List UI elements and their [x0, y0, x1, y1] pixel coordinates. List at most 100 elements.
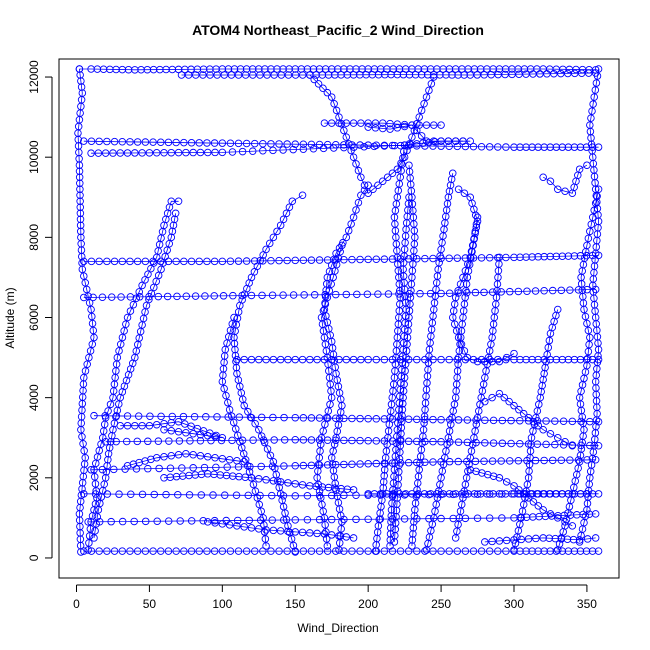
- data-point: [430, 121, 438, 129]
- data-point: [104, 450, 113, 458]
- data-point: [340, 143, 348, 152]
- data-point: [213, 413, 221, 421]
- data-point: [337, 525, 345, 533]
- data-point: [182, 292, 191, 300]
- data-point: [548, 286, 557, 295]
- data-point: [307, 140, 316, 149]
- data-point: [459, 273, 467, 282]
- data-point: [408, 536, 417, 544]
- data-point: [437, 415, 445, 424]
- data-point: [388, 255, 397, 263]
- data-point: [105, 443, 114, 452]
- data-point: [364, 547, 372, 555]
- data-point: [448, 71, 456, 79]
- data-point: [284, 355, 292, 364]
- data-point: [138, 490, 147, 499]
- data-point: [106, 400, 115, 409]
- data-point: [400, 491, 409, 499]
- data-point: [75, 173, 84, 181]
- data-point: [397, 429, 405, 438]
- data-point: [101, 474, 110, 482]
- data-point: [164, 547, 173, 555]
- data-point: [342, 355, 351, 364]
- data-point: [284, 479, 292, 487]
- data-point: [285, 203, 294, 212]
- data-point: [445, 355, 453, 364]
- data-point: [447, 175, 456, 183]
- data-point: [291, 256, 300, 265]
- data-point: [234, 257, 243, 265]
- data-point: [380, 142, 389, 150]
- data-point: [329, 144, 338, 152]
- data-point: [546, 143, 555, 151]
- data-point: [519, 490, 528, 498]
- data-point: [130, 517, 138, 526]
- data-point: [327, 65, 336, 73]
- data-point: [594, 65, 603, 73]
- data-point: [196, 436, 205, 445]
- data-point: [283, 140, 291, 148]
- data-point: [413, 126, 421, 135]
- data-point: [291, 65, 300, 73]
- data-point: [396, 547, 405, 555]
- data-point: [469, 142, 478, 151]
- data-point: [173, 292, 181, 301]
- data-point: [444, 137, 453, 145]
- series-line: [93, 213, 177, 538]
- data-point: [319, 84, 327, 93]
- data-point: [180, 257, 188, 266]
- series-line: [233, 194, 303, 553]
- data-point: [561, 187, 569, 196]
- data-point: [291, 492, 300, 500]
- data-point: [321, 300, 330, 308]
- data-point: [335, 244, 344, 252]
- data-point: [568, 417, 577, 426]
- data-point: [260, 438, 269, 447]
- data-point: [451, 137, 460, 145]
- data-point: [481, 416, 489, 425]
- data-point: [453, 254, 462, 262]
- data-point: [327, 280, 335, 288]
- data-point: [95, 547, 103, 555]
- data-point: [522, 143, 530, 151]
- series-line: [105, 439, 599, 447]
- data-point: [224, 65, 233, 73]
- data-point: [250, 139, 259, 148]
- data-point: [485, 547, 494, 555]
- data-point: [364, 355, 372, 364]
- data-point: [280, 462, 288, 470]
- series-line: [452, 188, 515, 362]
- data-point: [210, 547, 219, 555]
- data-point: [393, 165, 402, 173]
- data-point: [364, 255, 372, 264]
- data-point: [338, 241, 346, 250]
- data-point: [502, 353, 511, 362]
- data-point: [566, 286, 574, 294]
- data-point: [364, 119, 372, 127]
- data-point: [557, 456, 566, 464]
- y-tick-label: 2000: [27, 464, 41, 491]
- data-point: [335, 532, 343, 540]
- data-point: [557, 286, 566, 295]
- data-point: [225, 456, 234, 464]
- data-point: [107, 293, 116, 301]
- data-point: [408, 542, 416, 550]
- data-point: [241, 71, 250, 79]
- data-point: [323, 88, 332, 97]
- data-point: [95, 137, 103, 146]
- data-point: [263, 71, 271, 79]
- x-tick-label: 350: [577, 597, 597, 611]
- data-point: [536, 393, 545, 402]
- data-point: [317, 313, 326, 322]
- data-point: [247, 413, 256, 422]
- data-point: [220, 71, 229, 79]
- data-point: [123, 421, 132, 430]
- data-point: [357, 119, 365, 127]
- data-point: [98, 465, 107, 474]
- data-point: [247, 291, 256, 300]
- data-point: [481, 439, 489, 447]
- data-point: [516, 143, 524, 151]
- data-point: [323, 542, 332, 550]
- data-point: [494, 547, 502, 555]
- data-point: [460, 189, 469, 198]
